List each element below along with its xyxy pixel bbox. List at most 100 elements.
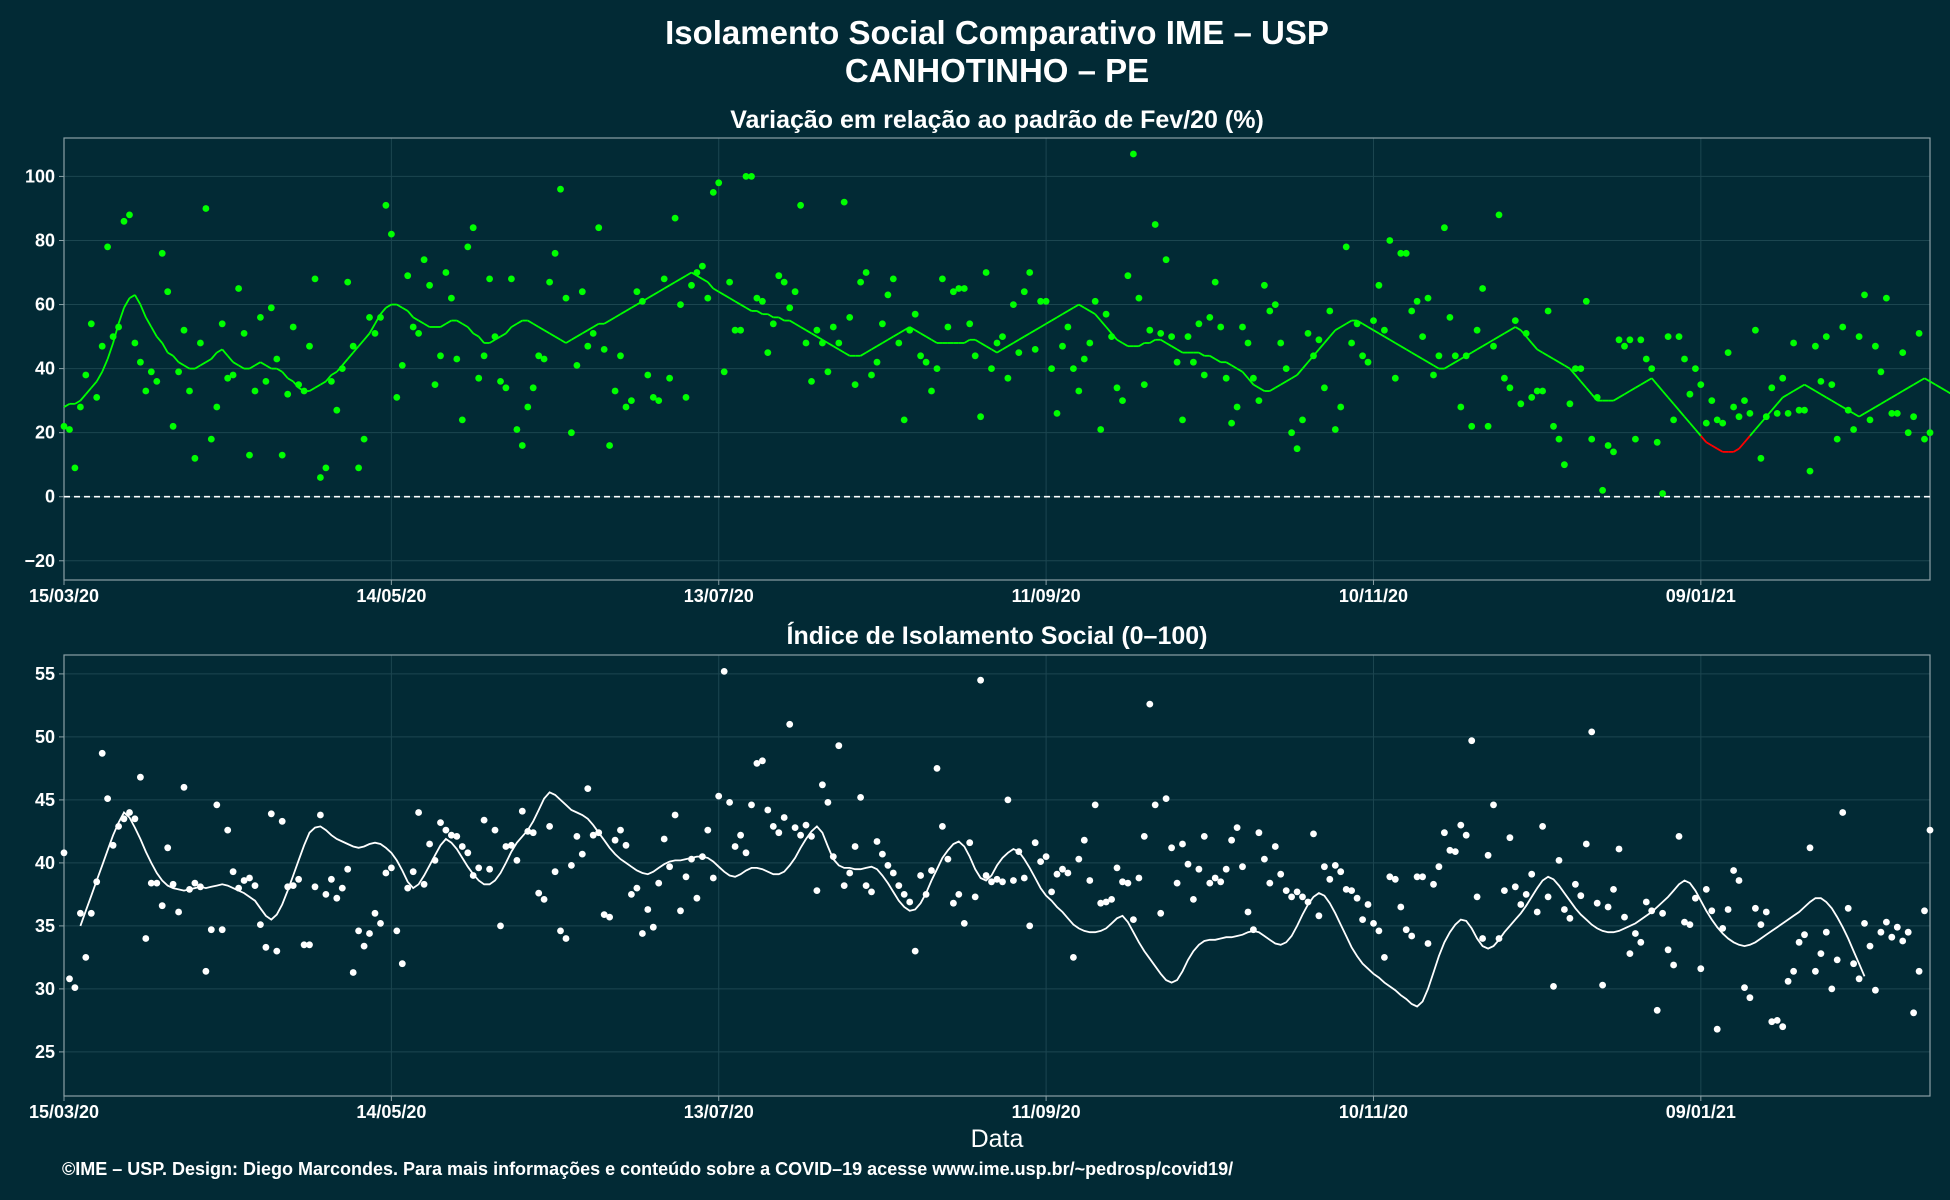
x-tick-label: 11/09/20: [1012, 586, 1081, 606]
data-point: [1457, 821, 1465, 829]
data-point: [1402, 249, 1410, 257]
data-point: [1299, 893, 1306, 901]
moving-average-segment: [1083, 306, 1091, 312]
data-point: [1779, 1023, 1787, 1031]
y-tick-label: 100: [25, 166, 55, 186]
data-point: [1200, 371, 1208, 379]
data-point: [235, 884, 243, 892]
data-point: [1157, 909, 1165, 917]
data-point: [360, 435, 368, 443]
moving-average-segment: [1945, 390, 1950, 395]
data-point: [1195, 865, 1203, 873]
data-point: [1801, 931, 1808, 939]
data-point: [1582, 297, 1590, 305]
data-point: [1730, 403, 1737, 411]
data-point: [1364, 358, 1372, 366]
data-point: [458, 416, 466, 424]
data-point: [584, 342, 592, 350]
data-point: [742, 849, 750, 857]
data-point: [338, 365, 346, 372]
moving-average-segment: [816, 335, 823, 341]
moving-average-segment: [1694, 428, 1702, 437]
data-point: [508, 841, 515, 849]
moving-average-segment: [1198, 351, 1205, 357]
moving-average-segment: [221, 348, 229, 357]
data-point: [824, 368, 832, 376]
moving-average-segment: [178, 361, 185, 367]
data-point: [524, 403, 532, 411]
moving-average-segment: [614, 313, 621, 319]
data-point: [442, 826, 450, 834]
moving-average-segment: [603, 319, 611, 325]
moving-average-segment: [1836, 403, 1844, 408]
moving-average-segment: [161, 342, 169, 354]
moving-average-segment: [1509, 326, 1516, 331]
moving-average-segment: [368, 323, 376, 334]
data-point: [769, 823, 777, 830]
data-point: [1255, 397, 1263, 404]
moving-average-segment: [723, 294, 731, 299]
data-point: [1359, 352, 1366, 360]
data-point: [797, 201, 804, 209]
data-point: [851, 843, 859, 850]
moving-average-segment: [1231, 364, 1238, 370]
moving-average-segment: [1935, 383, 1942, 389]
data-point: [1233, 824, 1241, 831]
data-point: [371, 330, 379, 337]
data-point: [568, 862, 575, 869]
data-point: [775, 829, 783, 837]
data-point: [529, 384, 537, 392]
data-point: [622, 841, 630, 849]
moving-average-segment: [1804, 383, 1811, 389]
moving-average-segment: [663, 284, 671, 290]
data-point: [1926, 429, 1934, 437]
moving-average-segment: [1394, 342, 1402, 347]
data-point: [480, 816, 488, 824]
data-point: [939, 823, 946, 830]
data-point: [1244, 339, 1252, 347]
data-point: [164, 288, 172, 296]
data-point: [677, 907, 684, 915]
data-point: [1577, 365, 1585, 372]
moving-average-segment: [696, 274, 703, 280]
data-point: [617, 826, 624, 834]
data-point: [1822, 333, 1830, 340]
data-point: [1762, 908, 1770, 916]
data-point: [1555, 857, 1563, 864]
data-point: [60, 422, 68, 430]
data-point: [622, 403, 630, 411]
data-point: [900, 416, 908, 424]
moving-average-segment: [472, 332, 480, 338]
data-point: [1386, 237, 1394, 244]
data-point: [409, 323, 417, 331]
data-point: [158, 902, 166, 910]
data-point: [1271, 301, 1279, 308]
data-point: [311, 275, 319, 283]
data-point: [1304, 330, 1312, 337]
data-point: [1539, 823, 1546, 830]
moving-average-segment: [1116, 339, 1123, 344]
data-point: [1250, 926, 1257, 934]
data-point: [1719, 925, 1727, 932]
data-point: [1413, 297, 1421, 305]
data-point: [1080, 836, 1088, 844]
data-point: [147, 879, 155, 887]
moving-average-segment: [1078, 303, 1085, 309]
data-point: [1108, 896, 1115, 903]
data-point: [1795, 406, 1803, 414]
data-point: [884, 862, 892, 869]
data-point: [1681, 355, 1688, 363]
data-point: [791, 288, 799, 296]
data-point: [922, 891, 930, 898]
data-point: [1222, 865, 1230, 873]
data-point: [1637, 336, 1645, 344]
data-point: [1522, 330, 1530, 337]
data-point: [1315, 912, 1323, 920]
data-point: [808, 833, 815, 840]
data-point: [1653, 1006, 1661, 1014]
data-point: [426, 281, 433, 289]
moving-average-segment: [1820, 393, 1827, 399]
data-point: [448, 294, 455, 302]
moving-average-segment: [1040, 322, 1047, 328]
moving-average-segment: [347, 352, 354, 360]
